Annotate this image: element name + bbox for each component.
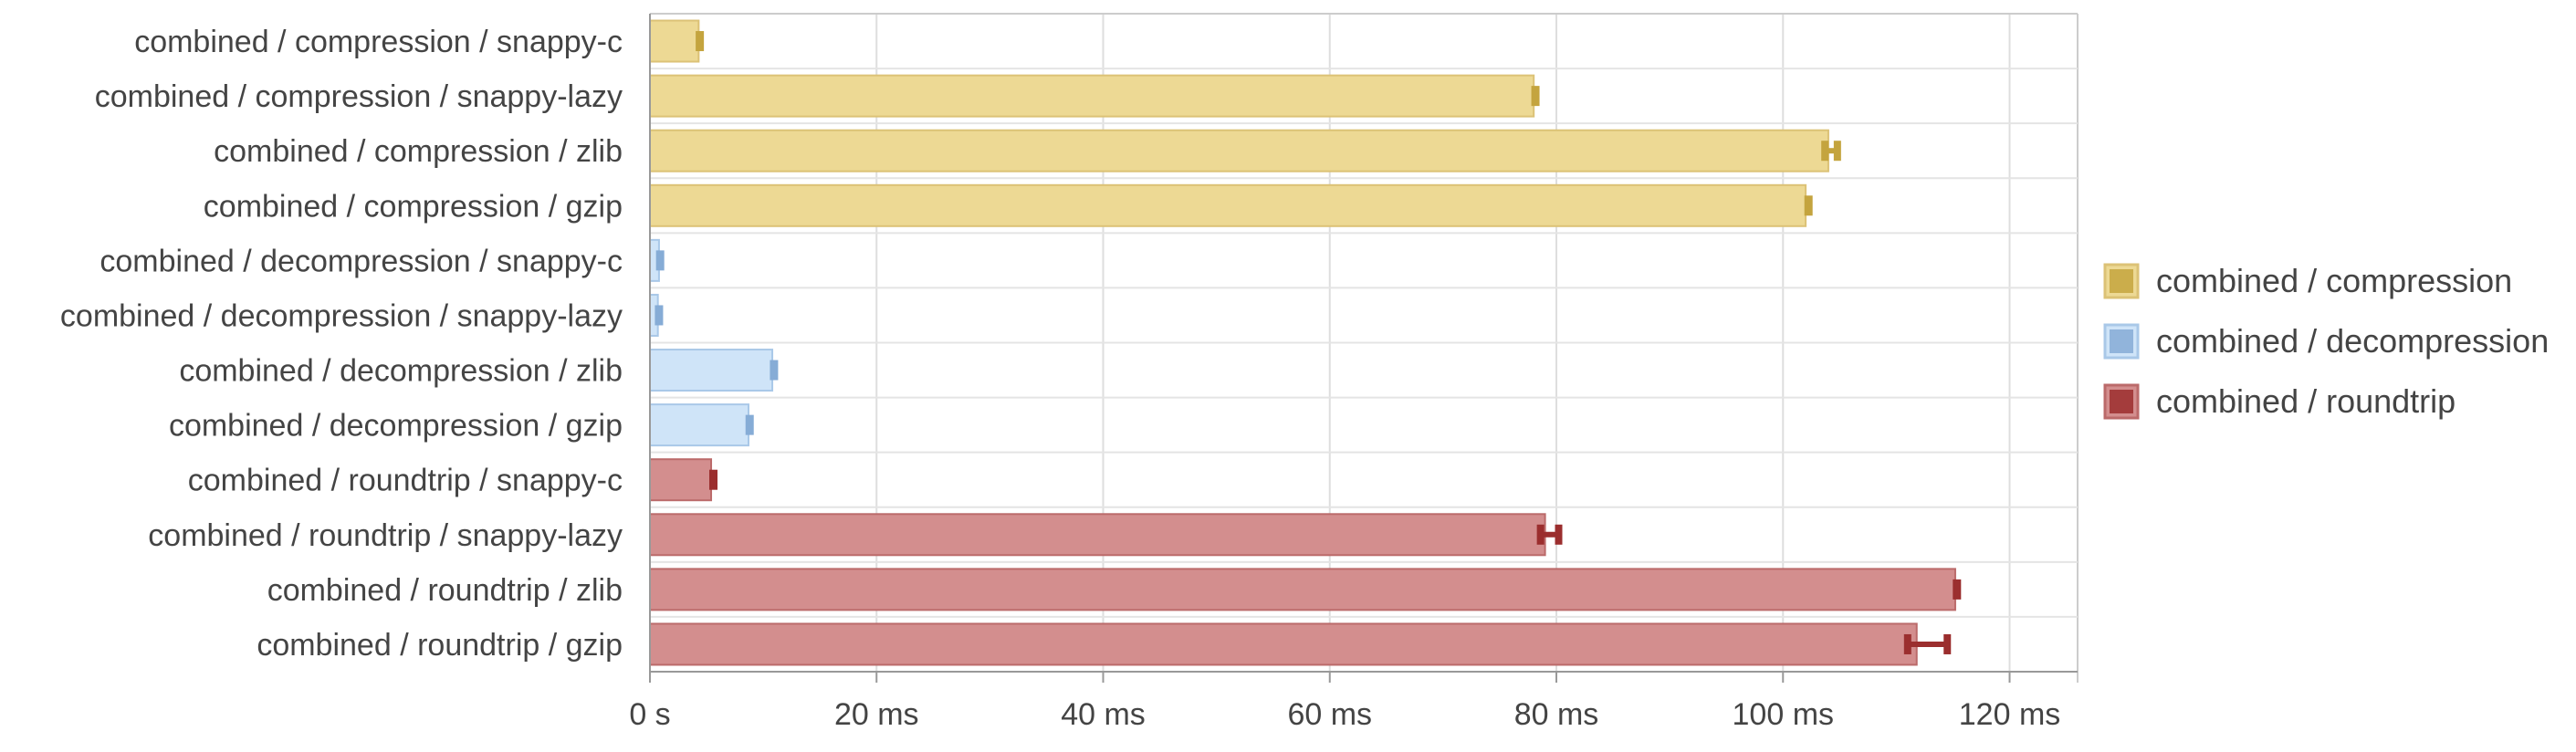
- error-bar: [745, 414, 754, 435]
- bar: [649, 622, 1918, 666]
- error-bar-cap: [1821, 141, 1829, 162]
- category-label: combined / roundtrip / snappy-lazy: [148, 518, 623, 553]
- category-label: combined / compression / zlib: [214, 134, 623, 169]
- x-tick-label: 20 ms: [834, 697, 919, 732]
- x-tick-label: 0 s: [629, 697, 670, 732]
- bar: [649, 19, 700, 63]
- error-bar: [1804, 195, 1813, 216]
- bar: [649, 513, 1546, 557]
- legend-label: combined / roundtrip: [2156, 382, 2456, 420]
- error-bar: [655, 250, 665, 271]
- axes: [649, 14, 2078, 683]
- category-label: combined / compression / snappy-c: [134, 25, 623, 59]
- error-bar-cap: [1555, 524, 1563, 545]
- legend-item: combined / roundtrip: [2103, 382, 2456, 420]
- error-bar-cap: [1903, 633, 1911, 654]
- x-tick-label: 120 ms: [1959, 697, 2061, 732]
- error-bar-cap: [1833, 141, 1841, 162]
- legend-label: combined / decompression: [2156, 322, 2549, 360]
- legend-swatch-inner: [2110, 329, 2133, 353]
- category-label: combined / roundtrip / snappy-c: [188, 464, 623, 498]
- category-label: combined / decompression / snappy-lazy: [60, 298, 623, 333]
- bar: [649, 458, 713, 502]
- legend-label: combined / compression: [2156, 262, 2512, 299]
- error-bar: [696, 31, 705, 52]
- category-label: combined / compression / snappy-lazy: [95, 79, 623, 114]
- x-tick-label: 100 ms: [1733, 697, 1835, 732]
- category-label: combined / roundtrip / gzip: [257, 628, 623, 663]
- bar: [649, 183, 1807, 227]
- category-label: combined / decompression / snappy-c: [99, 244, 623, 278]
- error-bar-cap: [1943, 633, 1952, 654]
- error-bar: [709, 469, 718, 490]
- error-bar: [1531, 86, 1540, 107]
- x-tick-label: 60 ms: [1287, 697, 1372, 732]
- row-separators: [650, 68, 2078, 618]
- category-label: combined / roundtrip / zlib: [267, 573, 623, 608]
- error-bar: [654, 305, 664, 326]
- bar: [649, 74, 1535, 118]
- category-label: combined / decompression / gzip: [169, 409, 623, 444]
- legend-item: combined / compression: [2103, 262, 2512, 299]
- error-bar-cap: [1536, 524, 1545, 545]
- legend-swatch-inner: [2110, 390, 2133, 413]
- x-tick-label: 80 ms: [1514, 697, 1599, 732]
- legend: combined / compression combined / decompr…: [2103, 262, 2549, 420]
- legend-swatch-inner: [2110, 269, 2133, 293]
- error-bars: [654, 31, 1962, 654]
- category-labels: combined / compression / snappy-c combine…: [60, 25, 623, 663]
- x-tick-labels: 0 s 20 ms 40 ms 60 ms 80 ms 100 ms 120 ms: [629, 697, 2060, 732]
- error-bar: [770, 360, 779, 381]
- error-bar: [1953, 579, 1962, 600]
- category-label: combined / compression / gzip: [204, 189, 623, 224]
- x-tick-label: 40 ms: [1061, 697, 1146, 732]
- legend-item: combined / decompression: [2103, 322, 2549, 360]
- bar: [649, 568, 1956, 611]
- bar: [649, 349, 774, 392]
- category-label: combined / decompression / zlib: [179, 354, 623, 389]
- bar: [649, 129, 1829, 172]
- bar: [649, 403, 749, 447]
